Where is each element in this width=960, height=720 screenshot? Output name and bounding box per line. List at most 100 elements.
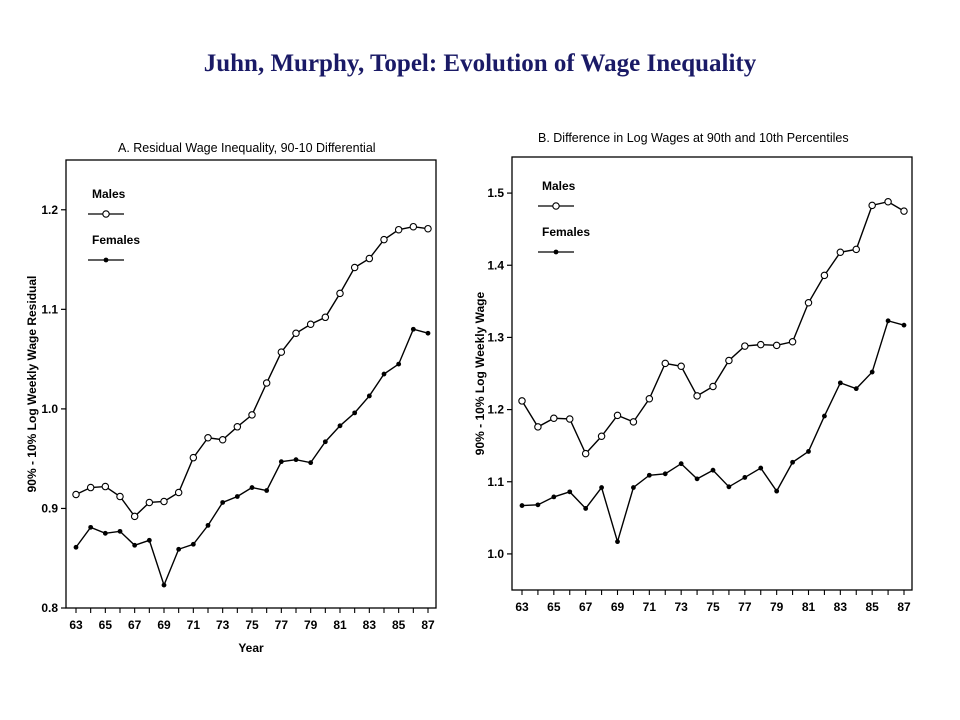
data-point-females — [519, 503, 525, 508]
x-tick-label: 77 — [738, 600, 752, 614]
y-tick-label: 1.3 — [487, 330, 504, 344]
data-point-females — [73, 544, 79, 550]
data-point-females — [631, 485, 636, 490]
series-line-males — [75, 225, 429, 518]
data-point-males — [174, 488, 183, 497]
data-point-females — [425, 330, 431, 336]
legend-marker — [553, 249, 559, 255]
data-point-females — [726, 484, 732, 490]
x-tick-label: 81 — [333, 618, 347, 632]
data-point-males — [380, 235, 388, 244]
data-point-females — [161, 582, 167, 588]
chart-panel-1: A. Residual Wage Inequality, 90-10 Diffe… — [25, 141, 437, 655]
x-tick-label: 77 — [275, 618, 289, 632]
y-tick-label: 0.9 — [41, 501, 58, 515]
data-point-males — [116, 492, 124, 501]
data-point-females — [102, 530, 108, 536]
data-point-males — [365, 254, 374, 263]
data-point-females — [176, 546, 182, 552]
data-point-males — [262, 379, 271, 387]
data-point-males — [233, 423, 242, 431]
x-tick-label: 65 — [547, 600, 561, 614]
data-point-males — [248, 411, 256, 419]
data-point-males — [868, 201, 876, 210]
data-point-males — [518, 397, 526, 405]
data-point-females — [901, 322, 907, 328]
y-tick-label: 1.1 — [41, 302, 58, 316]
data-point-males — [160, 497, 168, 506]
data-point-females — [662, 471, 668, 477]
data-point-females — [774, 488, 780, 494]
data-point-females — [869, 369, 875, 375]
data-point-males — [424, 224, 432, 233]
data-point-males — [613, 411, 622, 420]
data-point-females — [396, 361, 402, 367]
legend-marker — [103, 257, 109, 263]
legend-label: Females — [542, 225, 590, 239]
y-tick-label: 1.2 — [487, 403, 504, 417]
data-point-males — [565, 415, 574, 423]
data-point-males — [597, 432, 606, 441]
x-tick-label: 83 — [834, 600, 848, 614]
data-point-females — [88, 524, 94, 530]
data-point-males — [101, 482, 110, 491]
x-tick-label: 81 — [802, 600, 816, 614]
data-point-males — [145, 498, 154, 507]
data-point-females — [758, 465, 764, 471]
x-tick-label: 71 — [643, 600, 657, 614]
legend-label: Males — [542, 179, 576, 193]
data-point-males — [336, 289, 344, 298]
data-point-females — [837, 380, 843, 386]
data-point-males — [409, 222, 418, 231]
data-point-males — [292, 329, 300, 337]
data-point-females — [885, 318, 891, 324]
data-point-males — [741, 342, 749, 350]
y-tick-label: 0.8 — [41, 601, 58, 615]
x-tick-label: 75 — [706, 600, 720, 614]
data-point-females — [322, 439, 328, 445]
data-point-females — [535, 502, 541, 508]
data-point-females — [234, 494, 240, 499]
data-point-females — [220, 500, 226, 505]
data-point-males — [629, 418, 638, 426]
data-point-females — [646, 472, 652, 478]
panel-title: B. Difference in Log Wages at 90th and 1… — [538, 131, 849, 145]
x-tick-label: 63 — [515, 600, 529, 614]
x-tick-label: 85 — [865, 600, 879, 614]
x-axis-label: Year — [238, 641, 264, 655]
data-point-females — [190, 541, 196, 547]
data-point-males — [550, 414, 558, 422]
data-point-males — [86, 483, 95, 492]
data-point-males — [788, 337, 797, 346]
legend-label: Females — [92, 233, 140, 247]
series-line-males — [521, 200, 905, 455]
data-point-males — [756, 340, 765, 349]
data-point-males — [72, 490, 80, 499]
data-point-females — [583, 506, 589, 511]
legend-marker — [552, 202, 560, 210]
plot-frame — [65, 159, 437, 609]
data-point-females — [146, 537, 152, 543]
y-tick-label: 1.1 — [487, 475, 504, 489]
legend-marker — [102, 210, 110, 218]
data-point-males — [852, 245, 860, 254]
data-point-males — [350, 263, 359, 272]
x-tick-label: 85 — [392, 618, 406, 632]
data-point-females — [694, 476, 700, 482]
data-point-females — [615, 539, 620, 545]
y-axis-label: 90% - 10% Log Weekly Wage — [473, 291, 487, 455]
data-point-females — [551, 494, 557, 500]
data-point-females — [205, 522, 211, 528]
data-point-females — [822, 413, 827, 419]
data-point-females — [264, 488, 270, 493]
data-point-males — [772, 341, 781, 350]
data-point-females — [293, 457, 299, 463]
y-tick-label: 1.2 — [41, 203, 58, 217]
data-point-males — [661, 359, 669, 368]
x-tick-label: 63 — [69, 618, 83, 632]
data-point-females — [381, 371, 387, 377]
data-point-females — [853, 386, 859, 392]
data-point-females — [806, 449, 811, 454]
x-tick-label: 67 — [579, 600, 593, 614]
